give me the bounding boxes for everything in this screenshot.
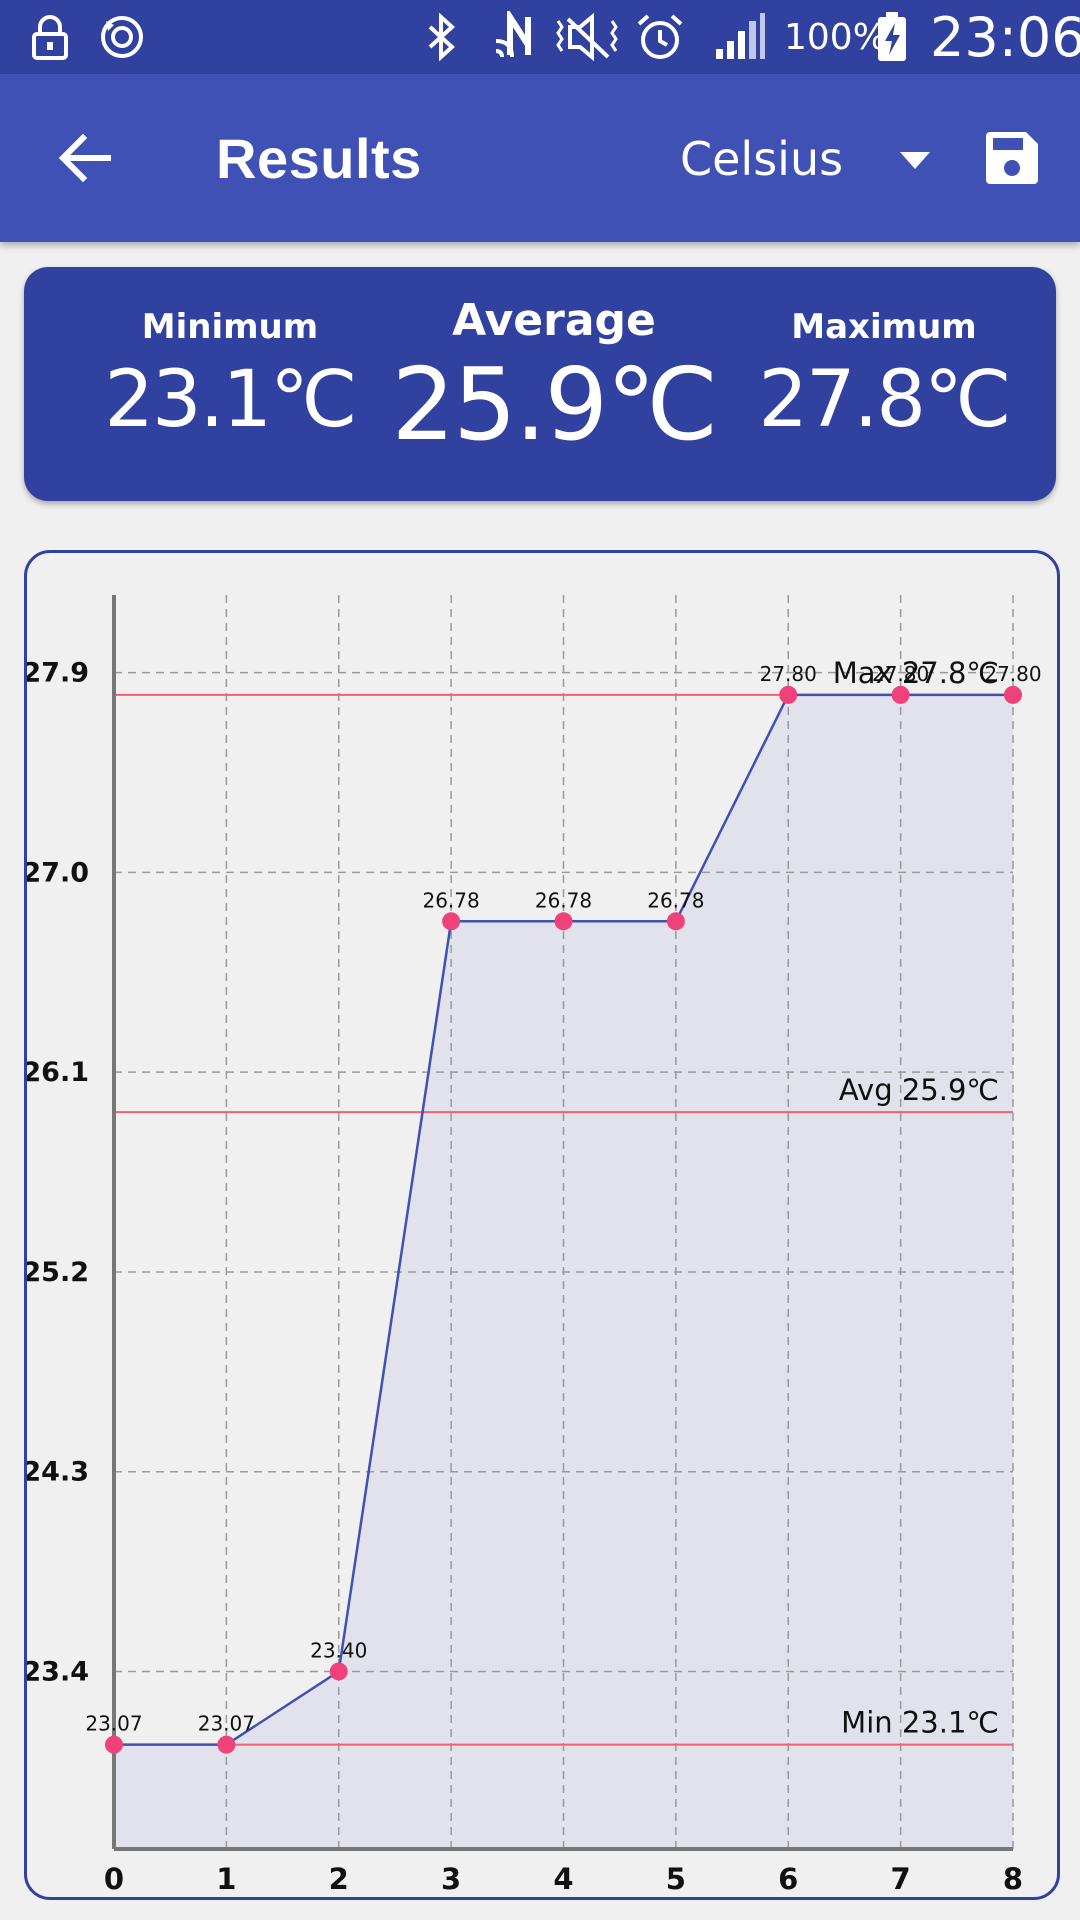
data-point-label: 23.07 bbox=[198, 1712, 255, 1736]
dropdown-arrow-icon bbox=[900, 152, 930, 169]
data-point bbox=[442, 912, 461, 931]
y-tick-label: 27.9 bbox=[27, 658, 89, 689]
signal-icon bbox=[714, 0, 766, 74]
mute-icon bbox=[552, 0, 622, 74]
average-label: Average bbox=[452, 295, 656, 346]
alarm-icon bbox=[636, 0, 684, 74]
x-tick-label: 5 bbox=[666, 1862, 686, 1896]
unit-dropdown[interactable]: Celsius bbox=[680, 114, 930, 204]
x-tick-label: 2 bbox=[329, 1862, 349, 1896]
data-point-label: 23.40 bbox=[310, 1638, 367, 1662]
summary-card: Minimum 23.1℃ Average 25.9℃ Maximum 27.8… bbox=[24, 267, 1056, 501]
data-point bbox=[217, 1735, 236, 1754]
unit-selected-value: Celsius bbox=[680, 132, 844, 186]
data-point-label: 27.80 bbox=[760, 662, 817, 686]
save-button[interactable] bbox=[972, 118, 1052, 198]
chart-card: 23.4 24.3 25.2 26.1 27.0 27.9 Max 27.8℃ Avg 25.… bbox=[24, 550, 1060, 1900]
data-point bbox=[891, 685, 910, 704]
data-point-label: 27.80 bbox=[872, 662, 929, 686]
data-point bbox=[554, 912, 573, 931]
y-tick-label: 23.4 bbox=[27, 1656, 89, 1687]
maximum-stat: Maximum 27.8℃ bbox=[726, 267, 1042, 445]
temperature-line-chart: 23.4 24.3 25.2 26.1 27.0 27.9 Max 27.8℃ Avg 25.… bbox=[27, 595, 1042, 1896]
save-icon bbox=[986, 132, 1038, 184]
x-tick-label: 0 bbox=[104, 1862, 124, 1896]
reference-line-label: Min 23.1℃ bbox=[841, 1706, 999, 1740]
maximum-label: Maximum bbox=[791, 307, 977, 347]
data-point bbox=[779, 685, 798, 704]
battery-percent: 100% bbox=[784, 16, 887, 58]
lock-icon bbox=[30, 0, 70, 74]
status-time: 23:06 bbox=[930, 5, 1080, 69]
reference-line-label: Avg 25.9℃ bbox=[839, 1073, 999, 1107]
x-tick-label: 4 bbox=[553, 1862, 573, 1896]
y-tick-label: 25.2 bbox=[27, 1257, 89, 1288]
nfc-icon bbox=[492, 0, 540, 74]
minimum-stat: Minimum 23.1℃ bbox=[72, 267, 388, 445]
back-button[interactable] bbox=[44, 118, 124, 198]
minimum-label: Minimum bbox=[141, 307, 319, 347]
maximum-value: 27.8℃ bbox=[758, 355, 1011, 445]
average-value: 25.9℃ bbox=[391, 346, 719, 463]
data-point bbox=[1004, 685, 1022, 704]
x-tick-label: 6 bbox=[778, 1862, 798, 1896]
x-tick-label: 7 bbox=[891, 1862, 911, 1896]
x-tick-label: 8 bbox=[1003, 1862, 1023, 1896]
y-tick-label: 26.1 bbox=[27, 1057, 89, 1088]
reference-line-label: Max 27.8℃ bbox=[833, 656, 999, 690]
data-point bbox=[105, 1735, 123, 1754]
data-point-label: 23.07 bbox=[85, 1712, 142, 1736]
x-tick-label: 3 bbox=[441, 1862, 461, 1896]
sync-icon bbox=[98, 0, 146, 74]
data-point-label: 26.78 bbox=[535, 888, 592, 912]
battery-charging-icon bbox=[876, 0, 908, 74]
page-title: Results bbox=[216, 126, 422, 190]
data-point-label: 26.78 bbox=[422, 888, 479, 912]
app-bar: Results Celsius bbox=[0, 74, 1080, 242]
arrow-back-icon bbox=[58, 133, 111, 183]
average-stat: Average 25.9℃ bbox=[384, 267, 724, 463]
data-point bbox=[666, 912, 685, 931]
y-tick-label: 24.3 bbox=[27, 1457, 89, 1488]
y-tick-label: 27.0 bbox=[27, 857, 89, 888]
x-tick-label: 1 bbox=[216, 1862, 236, 1896]
data-point-label: 27.80 bbox=[984, 662, 1041, 686]
data-point bbox=[329, 1662, 348, 1681]
status-bar: 100% 23:06 bbox=[0, 0, 1080, 74]
data-point-label: 26.78 bbox=[647, 888, 704, 912]
bluetooth-icon bbox=[424, 0, 460, 74]
minimum-value: 23.1℃ bbox=[104, 355, 357, 445]
